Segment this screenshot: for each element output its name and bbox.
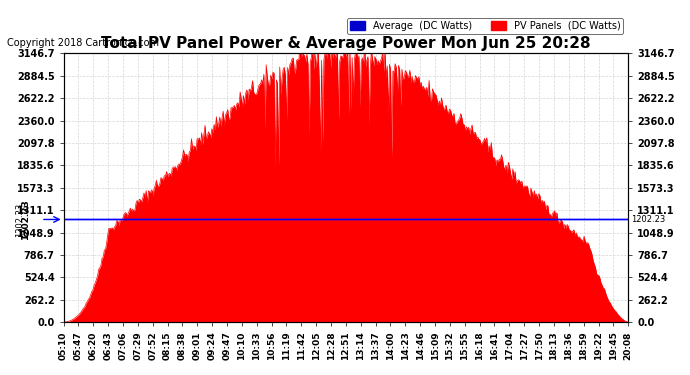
Text: Copyright 2018 Cartronics.com: Copyright 2018 Cartronics.com: [7, 38, 159, 48]
Title: Total PV Panel Power & Average Power Mon Jun 25 20:28: Total PV Panel Power & Average Power Mon…: [101, 36, 591, 51]
Text: 1202.23: 1202.23: [15, 202, 24, 237]
Text: 1202.23: 1202.23: [631, 215, 665, 224]
Legend: Average  (DC Watts), PV Panels  (DC Watts): Average (DC Watts), PV Panels (DC Watts): [348, 18, 623, 34]
Text: 1202.23: 1202.23: [21, 199, 30, 240]
